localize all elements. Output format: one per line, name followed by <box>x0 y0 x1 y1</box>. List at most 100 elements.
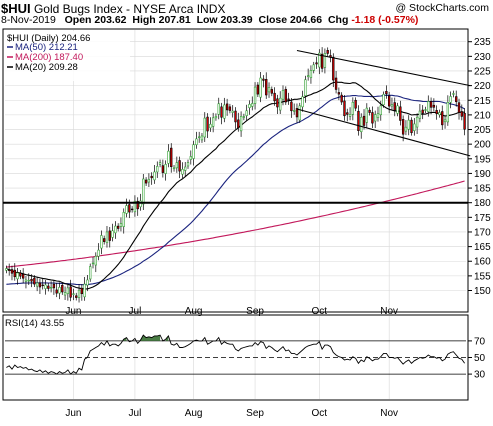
candle-body <box>427 101 430 112</box>
candle-body <box>399 106 402 121</box>
candle <box>323 48 327 74</box>
chg-label: Chg <box>327 14 349 26</box>
candle-body <box>334 77 338 90</box>
candle <box>449 91 452 109</box>
candle <box>192 140 195 166</box>
open-value: 203.62 <box>94 14 127 26</box>
price-tick-label: 205 <box>474 125 491 136</box>
candle <box>393 97 396 117</box>
candle-body <box>256 84 260 95</box>
candle-body <box>396 105 399 114</box>
candle <box>281 85 285 106</box>
candle-body <box>153 171 156 181</box>
candle-body <box>267 87 271 93</box>
candle-body <box>167 150 170 164</box>
candle <box>365 103 368 129</box>
candle <box>13 263 16 281</box>
candle-body <box>69 286 72 298</box>
candle-body <box>273 92 276 102</box>
candle-body <box>320 53 324 69</box>
candle-body <box>449 96 452 103</box>
candle <box>209 117 212 132</box>
candle-body <box>195 138 198 146</box>
candles <box>5 47 466 303</box>
candle-body <box>89 266 92 280</box>
candle-body <box>35 282 39 287</box>
candle <box>189 150 192 165</box>
candle-body <box>323 53 327 68</box>
candle <box>337 87 341 101</box>
candle <box>239 111 243 137</box>
candle-body <box>209 123 212 129</box>
candle <box>27 273 30 285</box>
candle <box>214 113 218 121</box>
candle-body <box>122 212 125 227</box>
candle-body <box>360 116 363 133</box>
legend: $HUI (Daily) 204.66 MA(50) 212.21 MA(200… <box>5 31 130 329</box>
candle-body <box>156 166 159 173</box>
candle <box>144 177 148 187</box>
candle-body <box>52 283 56 289</box>
candle <box>354 97 357 112</box>
candle-body <box>401 119 405 135</box>
candle-body <box>326 50 329 54</box>
candle <box>287 92 290 105</box>
candle <box>455 90 458 107</box>
candle-body <box>103 238 106 242</box>
candle <box>270 86 273 97</box>
candle <box>276 94 279 115</box>
candle <box>421 105 424 120</box>
high-value: 207.81 <box>158 14 191 26</box>
candle <box>388 91 391 114</box>
candle <box>97 243 100 261</box>
chart-title: $HUI Gold Bugs Index - NYSE Arca INDX <box>1 1 225 16</box>
open-label: Open <box>64 14 92 26</box>
candle <box>293 103 296 115</box>
candle <box>446 95 450 126</box>
rsi-date-label: Jun <box>65 408 81 419</box>
candle-body <box>315 62 318 65</box>
rsi-date-label: Oct <box>312 408 328 419</box>
candle <box>5 265 8 274</box>
candle <box>55 282 58 298</box>
candle-body <box>304 79 307 97</box>
candle <box>332 53 335 88</box>
candle-body <box>248 104 251 109</box>
candle <box>133 195 137 217</box>
candle-body <box>374 114 377 122</box>
candle-body <box>114 225 117 234</box>
candle <box>460 104 463 121</box>
candle-body <box>130 208 134 211</box>
candle <box>399 100 402 126</box>
candle-body <box>293 110 296 112</box>
ma50-line <box>6 94 465 286</box>
candle-body <box>184 166 187 171</box>
candle-body <box>83 283 86 298</box>
candle <box>24 276 28 289</box>
candle <box>103 235 106 245</box>
candle <box>69 279 72 302</box>
candle <box>463 108 466 136</box>
candle <box>259 72 262 103</box>
candle-body <box>142 178 145 205</box>
price-tick-label: 215 <box>474 96 491 107</box>
candle-body <box>390 104 394 107</box>
candle-body <box>66 287 70 294</box>
candle <box>130 206 134 213</box>
candle-body <box>198 136 201 138</box>
candle-body <box>217 103 220 115</box>
candle <box>170 143 173 173</box>
candle <box>443 115 447 129</box>
candle <box>184 162 187 177</box>
candle <box>38 278 42 295</box>
candle-body <box>279 97 282 111</box>
candle-body <box>24 279 28 282</box>
candle <box>136 197 139 216</box>
candle-body <box>200 135 204 141</box>
candle-body <box>332 56 335 81</box>
candle <box>284 86 287 105</box>
candle-body <box>309 70 313 79</box>
candle <box>111 223 114 242</box>
candle-body <box>94 255 97 266</box>
